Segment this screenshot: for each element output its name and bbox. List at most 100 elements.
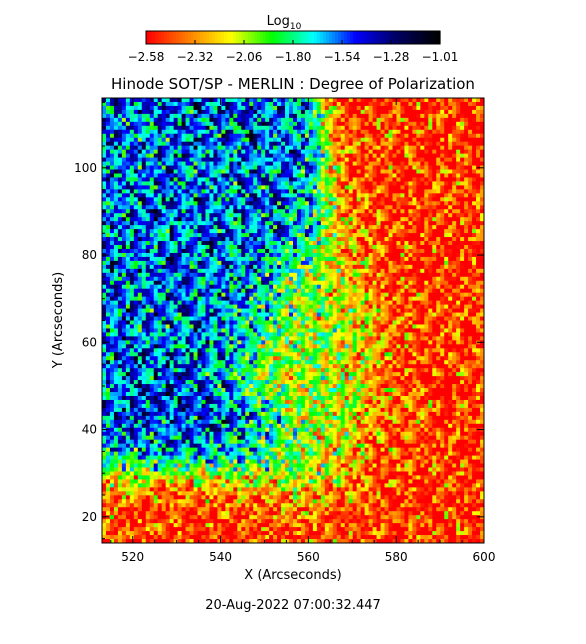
heatmap-cell <box>281 269 285 273</box>
heatmap-cell <box>142 237 146 241</box>
heatmap-cell <box>261 102 265 106</box>
heatmap-cell <box>289 273 293 277</box>
heatmap-cell <box>349 177 353 181</box>
heatmap-cell <box>122 265 126 269</box>
heatmap-cell <box>309 197 313 201</box>
heatmap-cell <box>170 106 174 110</box>
heatmap-cell <box>408 150 412 154</box>
heatmap-cell <box>174 217 178 221</box>
heatmap-cell <box>265 229 269 233</box>
heatmap-cell <box>158 297 162 301</box>
heatmap-cell <box>412 189 416 193</box>
heatmap-cell <box>361 257 365 261</box>
heatmap-cell <box>381 122 385 126</box>
heatmap-cell <box>464 205 468 209</box>
heatmap-cell <box>265 201 269 205</box>
heatmap-cell <box>130 110 134 114</box>
heatmap-cell <box>178 122 182 126</box>
heatmap-cell <box>369 170 373 174</box>
heatmap-cell <box>209 189 213 193</box>
heatmap-cell <box>373 110 377 114</box>
heatmap-cell <box>365 154 369 158</box>
heatmap-cell <box>265 189 269 193</box>
heatmap-cell <box>305 106 309 110</box>
heatmap-cell <box>365 181 369 185</box>
heatmap-cell <box>464 237 468 241</box>
heatmap-cell <box>146 193 150 197</box>
heatmap-cell <box>428 281 432 285</box>
heatmap-cell <box>404 261 408 265</box>
heatmap-cell <box>317 110 321 114</box>
heatmap-cell <box>130 273 134 277</box>
heatmap-cell <box>118 285 122 289</box>
heatmap-cell <box>349 229 353 233</box>
heatmap-cell <box>432 209 436 213</box>
heatmap-cell <box>460 217 464 221</box>
heatmap-cell <box>385 293 389 297</box>
heatmap-cell <box>229 134 233 138</box>
heatmap-cell <box>416 253 420 257</box>
heatmap-cell <box>237 217 241 221</box>
heatmap-cell <box>389 122 393 126</box>
heatmap-cell <box>233 209 237 213</box>
heatmap-cell <box>389 269 393 273</box>
heatmap-cell <box>253 114 257 118</box>
heatmap-cell <box>158 285 162 289</box>
heatmap-cell <box>122 170 126 174</box>
heatmap-cell <box>365 150 369 154</box>
heatmap-cell <box>444 245 448 249</box>
heatmap-cell <box>400 221 404 225</box>
heatmap-cell <box>404 150 408 154</box>
heatmap-cell <box>150 110 154 114</box>
heatmap-cell <box>424 257 428 261</box>
heatmap-cell <box>444 118 448 122</box>
heatmap-cell <box>114 177 118 181</box>
heatmap-cell <box>428 150 432 154</box>
heatmap-cell <box>285 118 289 122</box>
heatmap-cell <box>257 245 261 249</box>
heatmap-cell <box>428 102 432 106</box>
heatmap-cell <box>333 205 337 209</box>
heatmap-cell <box>249 150 253 154</box>
heatmap-cell <box>337 213 341 217</box>
heatmap-cell <box>396 146 400 150</box>
heatmap-cell <box>297 265 301 269</box>
heatmap-cell <box>440 289 444 293</box>
heatmap-cell <box>416 170 420 174</box>
heatmap-cell <box>389 293 393 297</box>
heatmap-cell <box>190 185 194 189</box>
heatmap-cell <box>444 102 448 106</box>
heatmap-cell <box>166 293 170 297</box>
heatmap-cell <box>456 130 460 134</box>
heatmap-cell <box>114 142 118 146</box>
heatmap-cell <box>404 146 408 150</box>
heatmap-cell <box>464 142 468 146</box>
heatmap-cell <box>424 126 428 130</box>
heatmap-cell <box>106 285 110 289</box>
heatmap-cell <box>381 126 385 130</box>
heatmap-cell <box>241 154 245 158</box>
heatmap-cell <box>317 285 321 289</box>
heatmap-cell <box>293 158 297 162</box>
heatmap-cell <box>329 245 333 249</box>
heatmap-cell <box>261 245 265 249</box>
heatmap-cell <box>349 237 353 241</box>
heatmap-cell <box>209 142 213 146</box>
heatmap-cell <box>190 114 194 118</box>
heatmap-cell <box>277 217 281 221</box>
heatmap-cell <box>361 241 365 245</box>
heatmap-cell <box>444 197 448 201</box>
heatmap-cell <box>297 158 301 162</box>
heatmap-cell <box>377 205 381 209</box>
heatmap-cell <box>369 193 373 197</box>
heatmap-cell <box>265 277 269 281</box>
heatmap-cell <box>110 229 114 233</box>
heatmap-cell <box>452 102 456 106</box>
heatmap-cell <box>154 126 158 130</box>
heatmap-cell <box>249 277 253 281</box>
heatmap-cell <box>317 257 321 261</box>
heatmap-cell <box>225 241 229 245</box>
heatmap-cell <box>138 205 142 209</box>
heatmap-cell <box>209 166 213 170</box>
heatmap-cell <box>205 277 209 281</box>
